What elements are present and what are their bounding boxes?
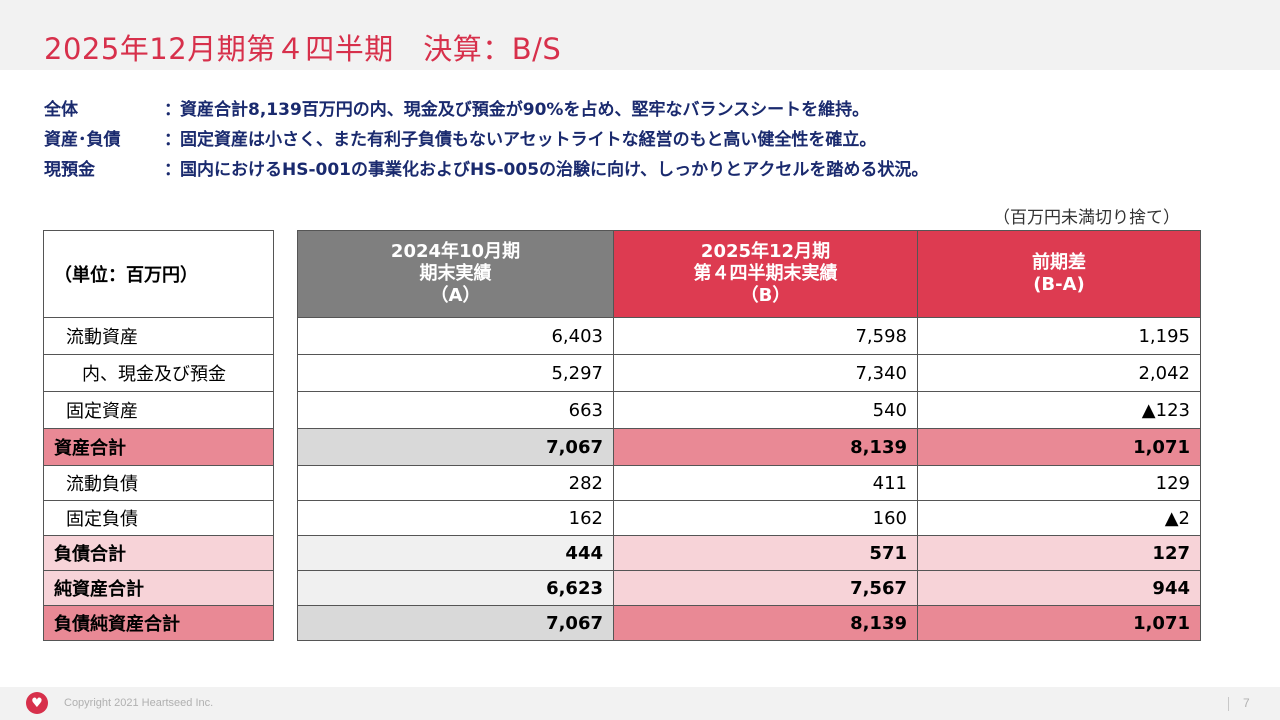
cell-prior: 7,067 [297, 428, 614, 466]
page-title: 2025年12月期第４四半期 決算：B/S [44, 32, 562, 66]
cell-difference: 1,195 [917, 317, 1201, 355]
cell-current: 7,340 [613, 354, 918, 392]
summary-row: 全体 ： 資産合計8,139百万円の内、現金及び預金が90%を占め、堅牢なバラン… [44, 92, 928, 122]
cell-current: 8,139 [613, 428, 918, 466]
row-label-fixed-liabilities: 固定負債 [43, 500, 274, 536]
cell-current: 540 [613, 391, 918, 429]
cell-current: 571 [613, 535, 918, 571]
cell-difference: 127 [917, 535, 1201, 571]
cell-prior: 444 [297, 535, 614, 571]
unit-corner-label: （単位：百万円） [43, 230, 274, 318]
table-row-subtotal: 444 571 127 [297, 535, 1201, 571]
summary-colon: ： [164, 159, 181, 180]
cell-prior: 6,623 [297, 570, 614, 606]
cell-current: 8,139 [613, 605, 918, 641]
cell-current: 7,567 [613, 570, 918, 606]
cell-prior: 5,297 [297, 354, 614, 392]
unit-note: （百万円未満切り捨て） [993, 208, 1180, 228]
cell-prior: 6,403 [297, 317, 614, 355]
summary-row: 資産･負債 ： 固定資産は小さく、また有利子負債もないアセットライトな経営のもと… [44, 122, 928, 152]
cell-prior: 282 [297, 465, 614, 501]
row-label-net-assets: 純資産合計 [43, 570, 274, 606]
row-label-table: （単位：百万円） 流動資産 内、現金及び預金 固定資産 資産合計 流動負債 固定… [43, 230, 274, 641]
summary-text: 固定資産は小さく、また有利子負債もないアセットライトな経営のもと高い健全性を確立… [180, 129, 877, 150]
cell-difference: 2,042 [917, 354, 1201, 392]
column-header-difference: 前期差 (B-A) [917, 230, 1201, 318]
cell-current: 411 [613, 465, 918, 501]
header-line: 期末実績 [419, 263, 492, 284]
summary-row: 現預金 ： 国内におけるHS-001の事業化およびHS-005の治験に向け、しっ… [44, 152, 928, 182]
row-label-fixed-assets: 固定資産 [43, 391, 274, 429]
summary-text: 資産合計8,139百万円の内、現金及び預金が90%を占め、堅牢なバランスシートを… [180, 99, 870, 120]
header-line: 前期差 [1032, 252, 1086, 273]
row-label-total-liabilities: 負債合計 [43, 535, 274, 571]
title-bar [0, 0, 1280, 70]
cell-prior: 7,067 [297, 605, 614, 641]
summary-text: 国内におけるHS-001の事業化およびHS-005の治験に向け、しっかりとアクセ… [180, 159, 929, 180]
cell-difference: 1,071 [917, 605, 1201, 641]
cell-prior: 162 [297, 500, 614, 536]
column-header-prior: 2024年10月期 期末実績 （A） [297, 230, 614, 318]
header-line: 2025年12月期 [700, 241, 831, 262]
cell-current: 7,598 [613, 317, 918, 355]
summary-key: 資産･負債 [44, 129, 121, 150]
table-row: 663 540 ▲123 [297, 391, 1201, 429]
table-row: 162 160 ▲2 [297, 500, 1201, 536]
heart-logo-icon: ♥ [26, 692, 48, 714]
table-row: 5,297 7,340 2,042 [297, 354, 1201, 392]
cell-difference: ▲2 [917, 500, 1201, 536]
page-number: 7 [1243, 696, 1250, 710]
summary-colon: ： [164, 99, 181, 120]
row-label-total-liabilities-net-assets: 負債純資産合計 [43, 605, 274, 641]
table-row-total: 7,067 8,139 1,071 [297, 428, 1201, 466]
table-row-subtotal: 6,623 7,567 944 [297, 570, 1201, 606]
header-line: (B-A) [1033, 274, 1085, 295]
table-row-total: 7,067 8,139 1,071 [297, 605, 1201, 641]
row-label-cash: 内、現金及び預金 [43, 354, 274, 392]
cell-prior: 663 [297, 391, 614, 429]
summary-colon: ： [164, 129, 181, 150]
table-row: 6,403 7,598 1,195 [297, 317, 1201, 355]
header-line: 2024年10月期 [390, 241, 521, 262]
row-label-total-assets: 資産合計 [43, 428, 274, 466]
cell-difference: ▲123 [917, 391, 1201, 429]
summary-key: 現預金 [44, 159, 95, 180]
header-line: （A） [430, 285, 481, 306]
summary-block: 全体 ： 資産合計8,139百万円の内、現金及び預金が90%を占め、堅牢なバラン… [44, 92, 928, 182]
footer-divider [1228, 697, 1229, 711]
cell-difference: 129 [917, 465, 1201, 501]
row-label-current-liabilities: 流動負債 [43, 465, 274, 501]
header-line: 第４四半期末実績 [693, 263, 838, 284]
header-line: （B） [740, 285, 791, 306]
cell-difference: 1,071 [917, 428, 1201, 466]
balance-sheet-table: 2024年10月期 期末実績 （A） 2025年12月期 第４四半期末実績 （B… [297, 230, 1201, 641]
cell-current: 160 [613, 500, 918, 536]
footer-bar [0, 687, 1280, 720]
summary-key: 全体 [44, 99, 78, 120]
row-label-current-assets: 流動資産 [43, 317, 274, 355]
copyright-text: Copyright 2021 Heartseed Inc. [64, 697, 214, 709]
column-header-current: 2025年12月期 第４四半期末実績 （B） [613, 230, 918, 318]
cell-difference: 944 [917, 570, 1201, 606]
table-row: 282 411 129 [297, 465, 1201, 501]
